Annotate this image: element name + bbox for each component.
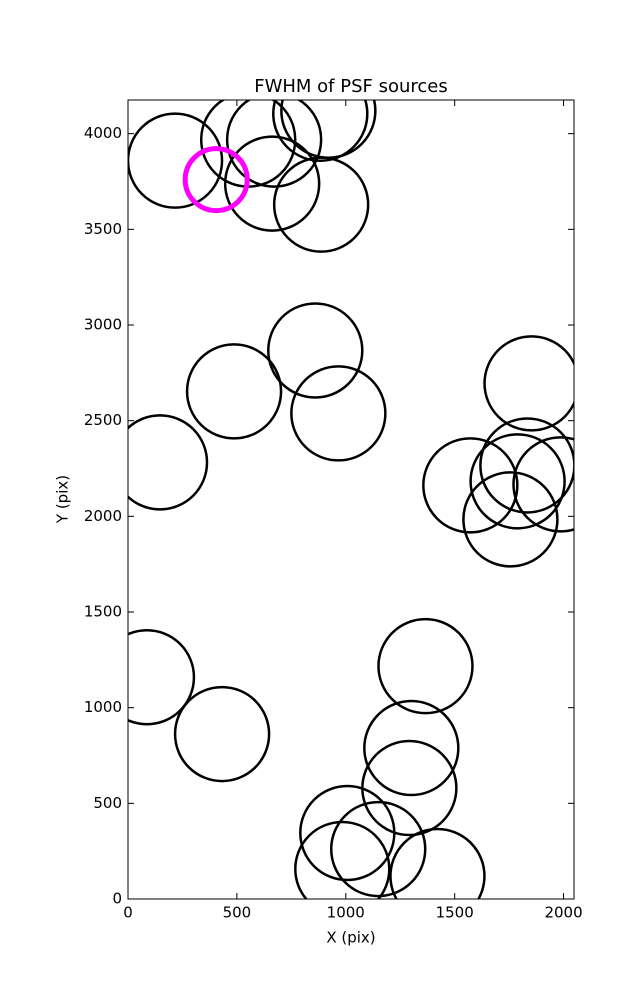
y-tick-label: 0 (112, 890, 122, 908)
source-circle (128, 414, 209, 511)
x-tick-label: 1500 (436, 904, 474, 922)
source-circle (512, 436, 574, 533)
x-tick-label: 1000 (327, 904, 365, 922)
source-circle (299, 784, 396, 882)
chart-title: FWHM of PSF sources (254, 76, 448, 97)
y-tick-label: 1500 (84, 603, 122, 621)
source-circle (225, 100, 323, 188)
source-circle (294, 820, 391, 899)
y-axis-label: Y (pix) (54, 475, 72, 524)
y-tick-label: 2000 (84, 507, 122, 525)
source-circle (173, 685, 271, 783)
y-tick-label: 1000 (84, 698, 122, 716)
y-tick-label: 3000 (84, 316, 122, 334)
source-circle (361, 739, 458, 837)
source-circle (185, 343, 283, 440)
source-circle (377, 617, 474, 715)
source-circle (483, 335, 574, 432)
source-circle (479, 417, 574, 514)
source-circle (469, 433, 566, 530)
axes-frame (127, 99, 575, 900)
y-tick-label: 500 (93, 794, 122, 812)
y-tick-label: 4000 (84, 124, 122, 142)
source-circle (329, 800, 427, 898)
source-circle (272, 156, 370, 253)
x-axis-label: X (pix) (326, 929, 375, 947)
highlight-circle (182, 146, 250, 214)
source-circle (223, 135, 321, 232)
source-circle (128, 112, 224, 209)
source-circle (272, 100, 369, 163)
source-circle (389, 827, 486, 899)
source-circle (422, 437, 519, 534)
y-tick-label: 2500 (84, 411, 122, 429)
x-tick-label: 500 (223, 904, 252, 922)
x-tick-label: 0 (123, 904, 133, 922)
y-tick-label: 3500 (84, 220, 122, 238)
x-tick-label: 2000 (544, 904, 582, 922)
source-circle (363, 699, 460, 797)
source-circle (462, 471, 559, 568)
source-circle (290, 365, 387, 462)
source-circle (128, 629, 196, 726)
plot-area (128, 100, 574, 899)
source-circle (267, 302, 364, 399)
